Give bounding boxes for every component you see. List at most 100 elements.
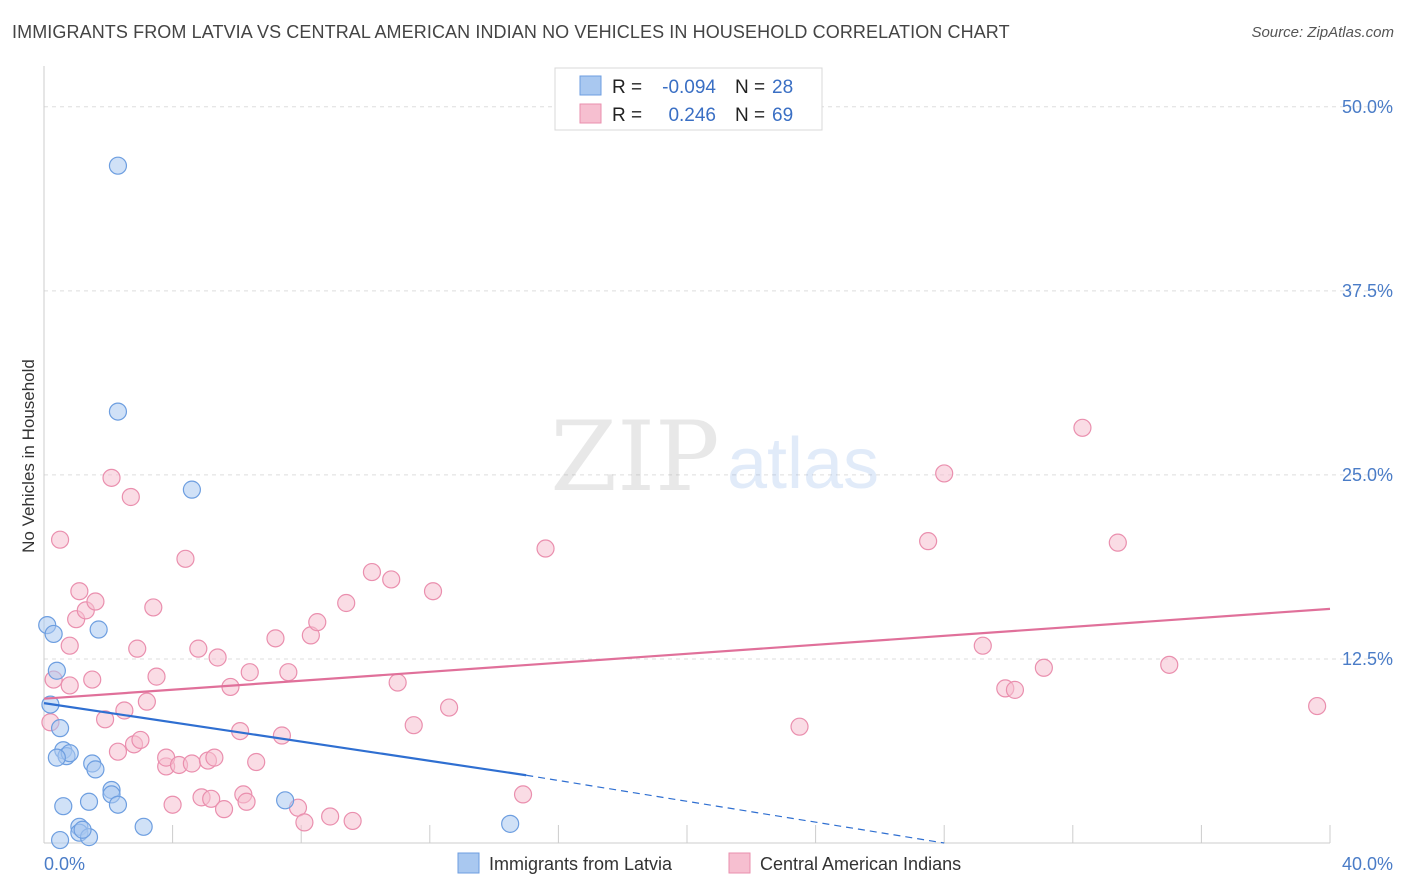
gridlines: [44, 106, 1392, 660]
cai-point-39: [247, 752, 266, 772]
legend-r-label-2: R =: [612, 105, 642, 126]
cai-point-18: [137, 692, 156, 711]
chart-title: IMMIGRANTS FROM LATVIA VS CENTRAL AMERIC…: [12, 22, 1010, 42]
latvia-point-2: [47, 661, 66, 680]
cai-point-32: [208, 648, 227, 667]
cai-point-44: [295, 813, 314, 832]
legend-swatch-pink: [579, 103, 602, 124]
cai-point-2: [50, 530, 70, 549]
cai-point-55: [439, 698, 459, 717]
trendline-immigrants-from-latvia-extension: [526, 774, 945, 844]
chart-source: Source: ZipAtlas.com: [1251, 24, 1394, 41]
cai-point-13: [108, 742, 128, 761]
cai-point-61: [973, 636, 992, 655]
y-axis-label: No Vehicles in Household: [19, 359, 38, 553]
cai-point-40: [266, 629, 285, 648]
cai-point-27: [189, 639, 208, 658]
bottom-legend-swatch-pink: [728, 852, 751, 874]
cai-point-68: [1308, 696, 1327, 716]
cai-point-17: [131, 730, 150, 750]
latvia-point-13: [79, 792, 99, 811]
bottom-legend-swatch-blue: [457, 852, 480, 874]
cai-point-56: [513, 785, 533, 804]
bottom-legend-label-cai: Central American Indians: [760, 854, 961, 874]
latvia-point-10: [86, 760, 105, 779]
latvia-point-26: [50, 830, 70, 850]
cai-point-38: [240, 663, 259, 682]
cai-point-42: [279, 663, 298, 682]
bottom-legend-label-latvia: Immigrants from Latvia: [489, 854, 673, 874]
latvia-point-8: [47, 748, 66, 767]
y-tick-label-0: 12.5%: [1342, 649, 1393, 669]
cai-point-23: [163, 795, 182, 814]
trendline-central-american-indians: [43, 607, 1331, 700]
legend-r-label-1: R =: [612, 77, 642, 98]
legend-r-value-1: -0.094: [662, 77, 716, 98]
legend-n-value-1: 28: [772, 77, 793, 98]
cai-point-49: [343, 811, 362, 831]
latvia-point-15: [108, 795, 128, 814]
trendline-immigrants-from-latvia: [43, 702, 527, 777]
cai-point-20: [147, 667, 166, 686]
cai-point-64: [1034, 658, 1053, 677]
latvia-point-19: [134, 817, 153, 836]
cai-point-48: [337, 593, 356, 613]
latvia-point-27: [73, 820, 92, 839]
cai-point-41: [272, 726, 292, 745]
bottom-legend: Immigrants from Latvia Central American …: [457, 852, 961, 874]
legend-r-value-2: 0.246: [668, 105, 716, 126]
legend-n-label-2: N =: [735, 105, 765, 126]
cai-point-11: [102, 468, 121, 487]
latvia-point-21: [501, 814, 520, 833]
cai-point-53: [404, 716, 423, 735]
cai-point-52: [388, 673, 407, 692]
cai-point-60: [935, 464, 954, 483]
cai-point-65: [1073, 418, 1092, 437]
cai-point-33: [214, 800, 234, 819]
cai-point-8: [83, 670, 102, 689]
cai-point-26: [182, 754, 201, 773]
latvia-point-25: [108, 156, 128, 175]
cai-point-66: [1108, 533, 1127, 552]
legend-n-value-2: 69: [772, 105, 793, 126]
cai-point-59: [919, 532, 938, 551]
y-tick-label-1: 25.0%: [1342, 465, 1393, 485]
latvia-point-23: [108, 402, 128, 421]
cai-point-6: [70, 582, 89, 601]
cai-point-63: [1005, 680, 1025, 699]
cai-point-47: [321, 807, 340, 826]
latvia-point-22: [89, 620, 108, 639]
cai-point-30: [202, 789, 221, 808]
watermark-zip: ZIP: [550, 401, 719, 513]
cai-point-31: [205, 748, 224, 767]
latvia-point-24: [182, 480, 201, 499]
latvia-point-1: [44, 624, 63, 644]
cai-point-16: [128, 639, 147, 658]
y-tick-labels: 12.5% 25.0% 37.5% 50.0%: [1342, 97, 1393, 669]
y-tick-label-2: 37.5%: [1342, 281, 1393, 301]
axes: [43, 66, 1331, 844]
latvia-point-20: [276, 791, 295, 810]
cai-point-58: [790, 717, 809, 736]
cai-point-46: [308, 613, 327, 632]
cai-point-25: [176, 549, 195, 568]
cai-point-54: [423, 582, 443, 601]
legend-swatch-blue: [579, 75, 602, 96]
cai-point-67: [1160, 655, 1179, 674]
watermark-atlas: atlas: [727, 424, 879, 504]
cai-point-57: [536, 539, 555, 558]
latvia-point-14: [54, 797, 73, 816]
legend-n-label-1: N =: [735, 77, 765, 98]
x-tick-label-max: 40.0%: [1342, 854, 1393, 874]
cai-point-12: [121, 487, 140, 507]
cai-point-9: [86, 592, 105, 611]
cai-point-3: [60, 636, 79, 655]
cai-point-51: [382, 570, 401, 589]
cai-point-37: [237, 792, 256, 811]
legend: R = -0.094 N = 28 R = 0.246 N = 69: [554, 67, 823, 131]
watermark: ZIP atlas: [550, 401, 879, 513]
x-tick-label-min: 0.0%: [44, 854, 85, 874]
y-tick-label-3: 50.0%: [1342, 97, 1393, 117]
series-central-american-indians: [41, 418, 1327, 832]
